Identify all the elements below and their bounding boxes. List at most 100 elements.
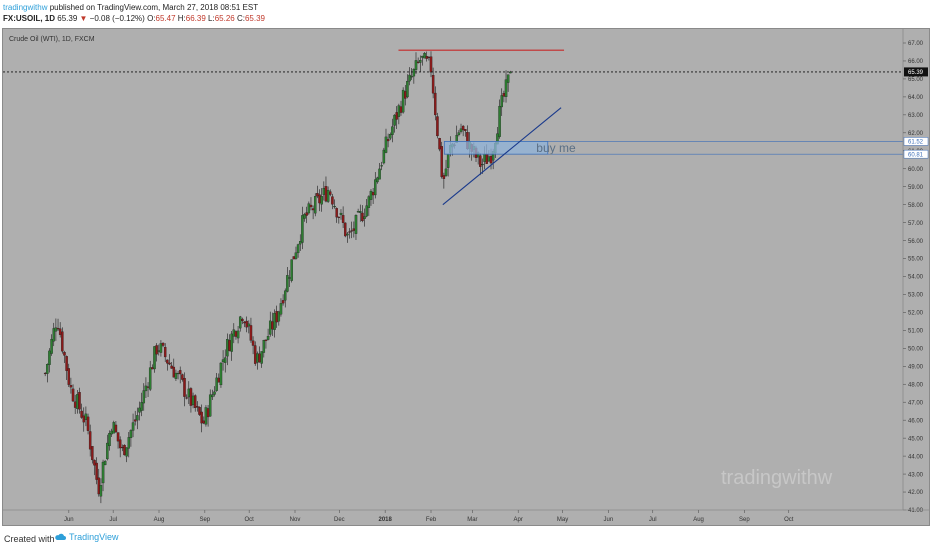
candle-body bbox=[404, 91, 407, 99]
candle-body bbox=[230, 333, 233, 352]
x-tick-label: Dec bbox=[334, 517, 345, 523]
candle-body bbox=[78, 392, 81, 410]
x-tick-label: Feb bbox=[426, 517, 437, 523]
candle-body bbox=[103, 460, 107, 466]
candle-body bbox=[500, 95, 503, 108]
chart-title: Crude Oil (WTI), 1D, FXCM bbox=[9, 36, 95, 43]
candle-body bbox=[65, 356, 68, 371]
candle-body bbox=[54, 327, 58, 332]
candle-body bbox=[106, 442, 109, 460]
symbol-interval: FX:USOIL, 1D bbox=[3, 14, 56, 23]
candle-body bbox=[148, 367, 152, 390]
candle-body bbox=[335, 208, 338, 218]
candle-body bbox=[112, 422, 116, 434]
candle-body bbox=[61, 331, 64, 352]
tradingview-logo[interactable]: TradingView bbox=[54, 532, 119, 542]
y-tick-label: 41.00 bbox=[908, 508, 924, 514]
y-tick-label: 57.00 bbox=[908, 221, 924, 227]
y-tick-label: 63.00 bbox=[908, 113, 924, 119]
open-value: 65.47 bbox=[155, 14, 176, 23]
candle-body bbox=[245, 320, 248, 328]
candle-body bbox=[296, 244, 300, 254]
candle-body bbox=[487, 156, 491, 162]
candle-body bbox=[97, 477, 101, 495]
candle-body bbox=[71, 388, 75, 402]
candle-body bbox=[444, 168, 448, 176]
chart-frame[interactable]: Crude Oil (WTI), 1D, FXCM tradingwithw buy… bbox=[2, 28, 930, 526]
candle-body bbox=[202, 420, 206, 424]
y-tick-label: 59.00 bbox=[908, 185, 924, 191]
candle-body bbox=[427, 56, 431, 59]
y-tick-label: 52.00 bbox=[908, 311, 924, 317]
close-value: 65.39 bbox=[244, 14, 266, 23]
candle-body bbox=[382, 149, 386, 164]
candle-body bbox=[131, 422, 135, 431]
author-link[interactable]: tradingwithw bbox=[3, 3, 48, 12]
candle-body bbox=[485, 153, 488, 164]
candle-body bbox=[93, 460, 96, 466]
candle-body bbox=[168, 362, 171, 365]
candle-body bbox=[260, 351, 263, 364]
candle-body bbox=[273, 312, 276, 330]
candle-body bbox=[329, 191, 332, 195]
candle-body bbox=[331, 196, 334, 205]
candle-body bbox=[63, 352, 66, 356]
candle-body bbox=[374, 179, 377, 196]
candle-body bbox=[348, 231, 351, 233]
candle-body bbox=[506, 74, 510, 83]
candle-body bbox=[88, 431, 92, 450]
candle-body bbox=[380, 165, 383, 167]
candle-body bbox=[110, 430, 113, 435]
candle-body bbox=[116, 432, 120, 442]
candle-body bbox=[410, 76, 413, 78]
candle-body bbox=[352, 228, 356, 231]
candle-body bbox=[241, 318, 244, 322]
candle-body bbox=[399, 106, 403, 113]
buy-zone-box bbox=[443, 141, 549, 155]
low-value: 65.26 bbox=[214, 14, 235, 23]
candle-body bbox=[307, 203, 311, 214]
candle-body bbox=[303, 214, 306, 219]
candle-body bbox=[354, 215, 358, 234]
candle-body bbox=[314, 196, 317, 214]
candle-body bbox=[344, 222, 347, 237]
candle-body bbox=[108, 433, 111, 447]
candle-body bbox=[136, 415, 139, 421]
candle-body bbox=[412, 69, 416, 77]
candle-body bbox=[172, 366, 176, 378]
candle-body bbox=[311, 208, 315, 211]
x-tick-label: May bbox=[557, 517, 568, 523]
x-tick-label: Sep bbox=[739, 517, 750, 523]
candle-body bbox=[43, 372, 47, 375]
candle-body bbox=[479, 155, 482, 167]
candle-body bbox=[401, 89, 405, 113]
candle-body bbox=[363, 216, 366, 219]
candle-body bbox=[361, 212, 364, 222]
candle-body bbox=[140, 402, 143, 411]
candle-body bbox=[367, 196, 371, 208]
candle-body bbox=[193, 395, 197, 409]
created-with-text: Created with bbox=[4, 534, 55, 544]
candle-body bbox=[185, 397, 188, 399]
candle-body bbox=[322, 188, 326, 195]
candle-body bbox=[251, 340, 255, 346]
candle-body bbox=[359, 211, 362, 213]
candle-body bbox=[292, 256, 296, 260]
x-tick-label: Mar bbox=[467, 517, 477, 523]
candle-body bbox=[481, 163, 484, 166]
y-tick-label: 49.00 bbox=[908, 365, 924, 371]
candle-body bbox=[326, 190, 330, 202]
y-tick-label: 54.00 bbox=[908, 275, 924, 281]
candle-body bbox=[200, 411, 203, 424]
zone-price-label: 60.81 bbox=[908, 152, 924, 158]
candle-body bbox=[249, 325, 253, 341]
candle-body bbox=[215, 377, 218, 391]
candlestick-chart[interactable]: Crude Oil (WTI), 1D, FXCM tradingwithw buy… bbox=[3, 29, 929, 525]
candle-body bbox=[423, 53, 426, 59]
y-tick-label: 48.00 bbox=[908, 382, 924, 388]
candle-body bbox=[421, 55, 424, 58]
candle-body bbox=[196, 406, 199, 408]
y-tick-label: 47.00 bbox=[908, 400, 924, 406]
candle-body bbox=[281, 300, 285, 304]
x-tick-label: Aug bbox=[154, 517, 165, 523]
